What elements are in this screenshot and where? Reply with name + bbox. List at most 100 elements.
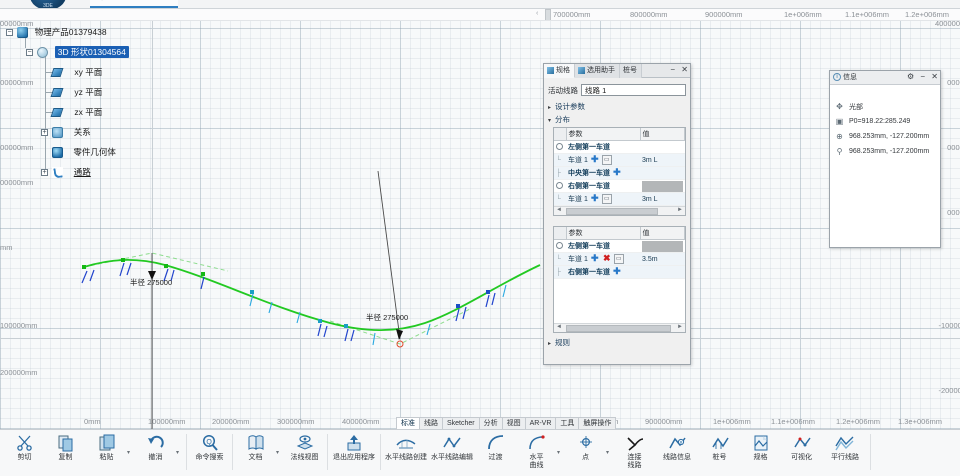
tree-node-relations[interactable]: + 关系: [6, 122, 186, 142]
ribbon-button-undo[interactable]: 撤消: [135, 430, 176, 475]
grid-2-hscrollbar[interactable]: ◄ ►: [554, 323, 685, 332]
lane-options-button[interactable]: ▭: [601, 155, 612, 166]
active-route-input[interactable]: [581, 84, 686, 96]
tab-selection-assistant[interactable]: 选用助手: [575, 64, 620, 78]
grid-corner-icon[interactable]: [554, 128, 567, 141]
chevron-down-icon[interactable]: ▾: [276, 450, 280, 456]
section-rules[interactable]: ▸ 规则: [548, 337, 687, 348]
table-row[interactable]: └ 车道 1 ✚ ✖ ▭ 3.5m: [554, 252, 685, 266]
expander-toggle-icon[interactable]: [556, 242, 563, 250]
ribbon-button-route-info[interactable]: 线路信息: [655, 430, 699, 475]
grid-corner-icon[interactable]: [554, 227, 567, 240]
add-lane-button[interactable]: ✚: [591, 154, 599, 165]
lane-options-button[interactable]: ▭: [613, 254, 624, 265]
ribbon-button-h-align-edit[interactable]: 水平线路编辑: [429, 430, 475, 475]
ribbon-button-copy[interactable]: 复制: [45, 430, 86, 475]
tree-node-xy-plane[interactable]: xy 平面: [6, 62, 186, 82]
table-row[interactable]: └ 车道 1 ✚ ▭ 3m L: [554, 153, 685, 167]
scroll-left-icon[interactable]: ◄: [556, 207, 562, 213]
expander-expand-icon[interactable]: +: [41, 129, 48, 137]
drawing-viewport[interactable]: 半径 275000 半径 275000: [0, 21, 960, 429]
ribbon-button-cut[interactable]: 剪切: [4, 430, 45, 475]
ribbon-button-h-curve[interactable]: 水平 曲线: [516, 430, 557, 475]
tree-node-zx-plane[interactable]: zx 平面: [6, 102, 186, 122]
chevron-down-icon[interactable]: ▾: [127, 450, 131, 456]
ribbon-button-exit-app[interactable]: 退出应用程序: [330, 430, 378, 475]
info-panel[interactable]: i 信息 ⚙ − ✕ ✥ 光部 ▣ P0=918.22:285.249 ⊕ 968…: [829, 70, 941, 248]
tab-view[interactable]: 视图: [501, 417, 526, 429]
table-row[interactable]: 右侧第一车道: [554, 179, 685, 193]
scroll-right-icon[interactable]: ►: [677, 207, 683, 213]
tab-sketcher[interactable]: Sketcher: [442, 417, 480, 429]
alignment-geometry[interactable]: [0, 21, 960, 429]
tab-station[interactable]: 桩号: [620, 64, 642, 78]
chevron-down-icon[interactable]: ▾: [606, 450, 610, 456]
expander-collapse-icon[interactable]: −: [6, 29, 13, 37]
tree-node-part-body[interactable]: 零件几何体: [6, 142, 186, 162]
ribbon-button-h-align-create[interactable]: 水平线路创建: [383, 430, 429, 475]
table-row[interactable]: └ 车道 1 ✚ ▭ 3m L: [554, 192, 685, 206]
tab-standard[interactable]: 标准: [396, 417, 420, 429]
scroll-left-icon[interactable]: ◄: [556, 324, 562, 330]
add-lane-button[interactable]: ✚: [613, 266, 621, 277]
distribution-grid-1[interactable]: 参数 值 左侧第一车道 └ 车道 1: [553, 127, 686, 216]
ribbon-button-command-search[interactable]: Q 命令搜索: [189, 430, 230, 475]
ribbon-button-paste[interactable]: 粘贴: [86, 430, 127, 475]
ribbon-button-document[interactable]: 文档: [235, 430, 276, 475]
table-row[interactable]: ├ 中央第一车道 ✚: [554, 166, 685, 180]
ribbon-button-normal-view[interactable]: 法线视图: [284, 430, 325, 475]
delete-lane-button[interactable]: ✖: [602, 253, 611, 264]
specification-tree[interactable]: − 物理产品01379438 − 3D 形状01304564 xy 平面 yz …: [6, 22, 186, 182]
expander-collapse-icon[interactable]: −: [26, 49, 33, 57]
app-logo-icon[interactable]: 3DE: [30, 0, 66, 8]
tab-ar-vr[interactable]: AR-VR: [524, 417, 557, 429]
tree-node-shape[interactable]: − 3D 形状01304564: [6, 42, 186, 62]
ribbon-button-transition[interactable]: 过渡: [475, 430, 516, 475]
distribution-grid-2[interactable]: 参数 值 左侧第一车道 └ 车道 1: [553, 226, 686, 333]
ribbon-tab-strip[interactable]: 标准 线路 Sketcher 分析 视图 AR-VR 工具 触屏操作: [396, 416, 617, 429]
ribbon-button-station[interactable]: 桩号: [699, 430, 740, 475]
section-design-params[interactable]: ▸ 设计参数: [548, 101, 687, 112]
table-row[interactable]: 左侧第一车道: [554, 140, 685, 154]
ruler-top[interactable]: ‹ 700000mm 800000mm 900000mm 1e+006mm 1.…: [0, 9, 960, 21]
gear-icon[interactable]: ⚙: [906, 72, 915, 81]
ribbon-button-visualize[interactable]: 可视化: [781, 430, 822, 475]
ribbon-button-spec[interactable]: 规格: [740, 430, 781, 475]
ribbon-button-point[interactable]: 点: [565, 430, 606, 475]
scroll-right-icon[interactable]: ►: [677, 324, 683, 330]
add-lane-button[interactable]: ✚: [613, 167, 621, 178]
scroll-thumb[interactable]: [566, 325, 671, 332]
minimize-icon[interactable]: −: [920, 72, 926, 81]
expander-expand-icon[interactable]: +: [41, 169, 48, 177]
tree-node-yz-plane[interactable]: yz 平面: [6, 82, 186, 102]
ribbon-button-parallel-route[interactable]: 平行线路: [822, 430, 868, 475]
close-icon[interactable]: ✕: [931, 72, 938, 81]
tree-elbow-icon: ├: [556, 169, 561, 177]
tab-route[interactable]: 线路: [419, 417, 443, 429]
tree-node-path[interactable]: + 通路: [6, 162, 186, 182]
tree-node-root[interactable]: − 物理产品01379438: [6, 22, 186, 42]
add-lane-button[interactable]: ✚: [591, 253, 599, 264]
tab-spec[interactable]: 规格: [544, 64, 575, 78]
table-row[interactable]: ├ 右侧第一车道 ✚: [554, 265, 685, 279]
expander-toggle-icon[interactable]: [556, 182, 563, 190]
section-distribution[interactable]: ▾ 分布: [548, 114, 687, 125]
lane-options-button[interactable]: ▭: [601, 194, 612, 205]
grid-1-hscrollbar[interactable]: ◄ ►: [554, 206, 685, 215]
tab-touch[interactable]: 触屏操作: [578, 417, 617, 429]
specification-panel[interactable]: 规格 选用助手 桩号 − ✕ 活动线路 ▸设计参数 ▾分布: [543, 63, 691, 365]
expander-toggle-icon[interactable]: [556, 143, 563, 151]
tab-analysis[interactable]: 分析: [478, 417, 503, 429]
document-tab[interactable]: 物理产品01379438: [90, 0, 178, 8]
ruler-top-label: 1e+006mm: [784, 10, 822, 19]
chevron-down-icon[interactable]: ▾: [557, 450, 561, 456]
close-icon[interactable]: ✕: [681, 65, 688, 74]
ruler-scroll-handle[interactable]: [545, 9, 551, 20]
ribbon-button-connect-route[interactable]: 连接 线路: [614, 430, 655, 475]
minimize-icon[interactable]: −: [670, 65, 676, 74]
add-lane-button[interactable]: ✚: [591, 193, 599, 204]
chevron-down-icon[interactable]: ▾: [176, 450, 180, 456]
tab-tools[interactable]: 工具: [555, 417, 580, 429]
scroll-thumb[interactable]: [566, 208, 658, 215]
table-row[interactable]: 左侧第一车道: [554, 239, 685, 253]
